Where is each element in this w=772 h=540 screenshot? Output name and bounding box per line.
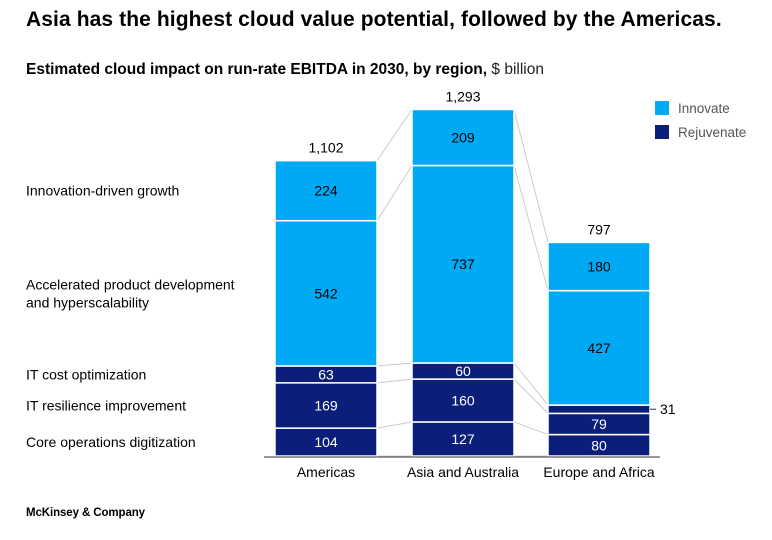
segment-label: and hyperscalability [26,294,149,310]
value-label: 427 [587,340,611,356]
chart-headline: Asia has the highest cloud value potenti… [26,8,722,31]
total-label: 1,102 [308,140,343,156]
category-label: Europe and Africa [543,464,655,480]
subtitle-unit: $ billion [491,61,544,78]
bar-segment-asia-and-australia-innovation-driven-growth [411,108,515,167]
segment-label: Accelerated product development [26,276,235,292]
value-label: 104 [314,434,338,450]
value-label: 60 [455,363,471,379]
segment-label: IT resilience improvement [26,397,186,413]
bar-segment-asia-and-australia-core-operations-digitization [411,421,515,457]
bar-segment-europe-and-africa-innovation-driven-growth [547,241,651,292]
connector-line [376,165,413,221]
connector-line [376,378,413,384]
category-label: Americas [297,464,355,480]
connector-line [376,109,413,161]
value-label: 79 [591,416,607,432]
legend-label-rejuvenate: Rejuvenate [678,125,746,140]
legend-swatch-rejuvenate [655,125,669,139]
legend-swatch-innovate [655,101,669,115]
value-label: 127 [451,431,475,447]
value-label: 169 [314,397,338,413]
bar-segment-americas-innovation-driven-growth [274,159,378,222]
segment-label: Innovation-driven growth [26,183,179,199]
value-label: 737 [451,256,475,272]
connector-line [376,362,413,367]
bar-segment-europe-and-africa-it-cost-optimization [547,404,651,415]
chart-subtitle: Estimated cloud impact on run-rate EBITD… [26,61,756,79]
bar-segment-americas-it-resilience-improvement [274,382,378,429]
bar-segment-europe-and-africa-accelerated-product-development-and-hyperscalability [547,289,651,406]
value-label: 160 [451,393,475,409]
total-label: 797 [587,221,611,237]
value-label: 80 [591,437,607,453]
value-label: 63 [318,366,334,382]
connector-line [513,421,549,436]
value-label: 209 [451,129,475,145]
connector-line [376,421,413,429]
bar-segment-asia-and-australia-it-resilience-improvement [411,378,515,423]
subtitle-main: Estimated cloud impact on run-rate EBITD… [26,61,488,78]
connector-line [513,109,549,243]
legend-label-innovate: Innovate [678,101,730,116]
footer-brand: McKinsey & Company [26,507,145,519]
connector-line [513,165,549,291]
segment-label: IT cost optimization [26,366,146,382]
total-label: 1,293 [445,88,480,104]
segment-label: Core operations digitization [26,434,196,450]
connector-line [513,378,549,414]
value-label: 31 [660,401,676,417]
value-label: 224 [314,183,338,199]
category-label: Asia and Australia [407,464,519,480]
value-label: 180 [587,259,611,275]
value-label: 542 [314,285,338,301]
connector-line [513,362,549,406]
